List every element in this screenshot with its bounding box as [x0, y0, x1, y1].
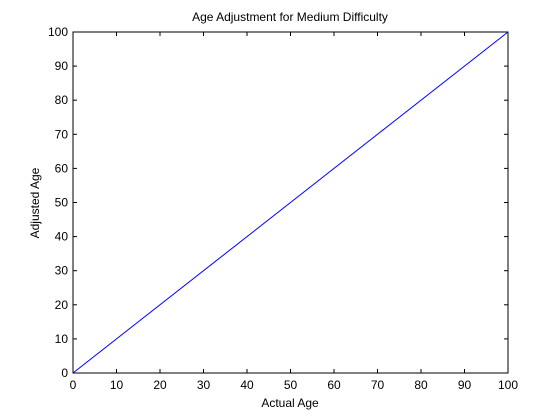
- y-tick-label: 90: [55, 59, 69, 73]
- x-tick-label: 90: [458, 378, 472, 392]
- y-tick-label: 80: [55, 93, 69, 107]
- x-tick-label: 10: [110, 378, 124, 392]
- x-tick-label: 50: [284, 378, 298, 392]
- y-tick-label: 40: [55, 230, 69, 244]
- x-axis-ticks: 0 10 20 30 40 50 60 70 80 90 100: [70, 32, 518, 392]
- series-layer: [72, 31, 509, 374]
- x-tick-label: 80: [414, 378, 428, 392]
- x-tick-label: 0: [70, 378, 77, 392]
- x-tick-label: 30: [197, 378, 211, 392]
- y-tick-label: 30: [55, 264, 69, 278]
- y-tick-label: 0: [61, 366, 68, 380]
- x-tick-label: 60: [327, 378, 341, 392]
- x-tick-label: 70: [371, 378, 385, 392]
- x-tick-label: 20: [153, 378, 167, 392]
- y-tick-label: 100: [48, 25, 68, 39]
- chart-title: Age Adjustment for Medium Difficulty: [192, 10, 388, 24]
- y-tick-label: 20: [55, 298, 69, 312]
- y-tick-label: 10: [55, 332, 69, 346]
- x-axis-label: Actual Age: [261, 396, 319, 410]
- y-axis-ticks: 0 10 20 30 40 50 60 70 80 90 100: [48, 25, 508, 380]
- y-axis-label: Adjusted Age: [28, 167, 42, 238]
- y-tick-label: 50: [55, 196, 69, 210]
- x-tick-label: 100: [498, 378, 518, 392]
- series-line: [72, 31, 509, 374]
- x-tick-label: 40: [240, 378, 254, 392]
- y-tick-label: 70: [55, 127, 69, 141]
- y-tick-label: 60: [55, 161, 69, 175]
